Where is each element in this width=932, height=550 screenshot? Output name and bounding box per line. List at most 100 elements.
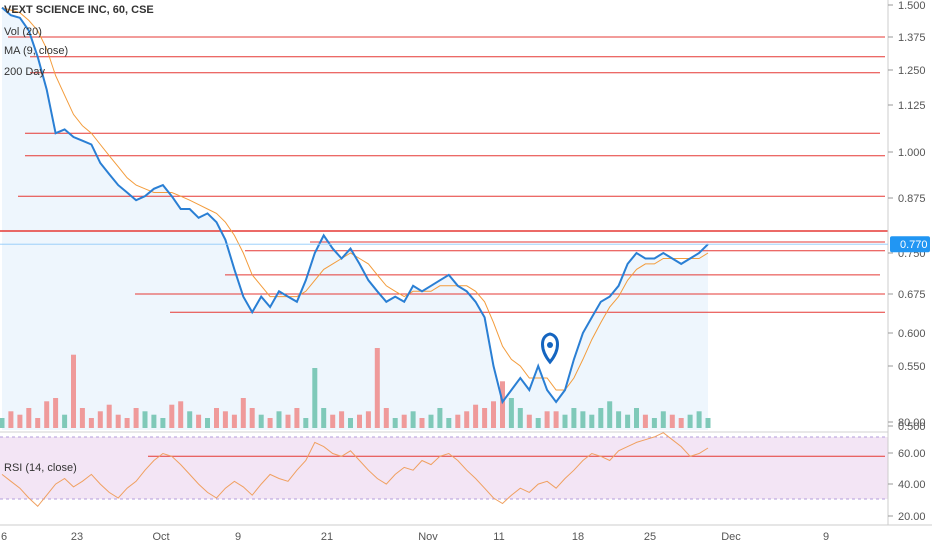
- volume-bar: [169, 404, 175, 428]
- volume-bar: [231, 414, 237, 428]
- volume-bar: [419, 418, 425, 428]
- time-tick-label: 11: [493, 531, 504, 543]
- volume-bars: [0, 348, 711, 428]
- volume-bar: [214, 408, 219, 428]
- volume-bar: [321, 408, 327, 428]
- legend-200day[interactable]: 200 Day: [4, 66, 45, 78]
- volume-bar: [124, 418, 130, 428]
- price-tag-label: 0.770: [900, 239, 928, 251]
- volume-bar: [392, 418, 398, 428]
- price-area-fill: [2, 7, 708, 430]
- volume-bar: [240, 398, 246, 428]
- volume-bar: [106, 404, 112, 428]
- price-area: [2, 7, 708, 430]
- volume-bar: [303, 418, 309, 428]
- volume-bar: [374, 348, 380, 428]
- legend-ma[interactable]: MA (9, close): [4, 45, 69, 57]
- volume-bar: [705, 418, 711, 428]
- volume-bar: [339, 411, 345, 428]
- volume-bar: [205, 418, 210, 428]
- price-tick-label: 1.125: [898, 100, 926, 112]
- volume-bar: [482, 408, 488, 428]
- volume-bar: [446, 418, 452, 428]
- price-tick-label: 0.500: [898, 421, 926, 433]
- volume-bar: [294, 408, 300, 428]
- volume-bar: [696, 411, 702, 428]
- volume-bar: [249, 408, 255, 428]
- volume-bar: [625, 414, 631, 428]
- volume-bar: [62, 414, 68, 428]
- price-tick-label: 0.600: [898, 328, 926, 340]
- rsi-band: [0, 437, 888, 499]
- volume-bar: [0, 418, 5, 428]
- volume-bar: [187, 411, 193, 428]
- price-tag-bg: [890, 236, 930, 253]
- time-tick-label: 21: [321, 531, 333, 543]
- volume-bar: [535, 418, 541, 428]
- price-tick-label: 1.000: [898, 147, 926, 159]
- volume-bar: [410, 411, 416, 428]
- volume-bar: [17, 414, 23, 428]
- legend-rsi[interactable]: RSI (14, close): [4, 462, 77, 474]
- volume-bar: [79, 408, 85, 428]
- volume-bar: [464, 411, 470, 428]
- volume-bar: [53, 398, 59, 428]
- volume-bar: [553, 411, 559, 428]
- price-axis[interactable]: 1.5001.3751.2501.1251.0000.8750.7500.675…: [888, 0, 926, 433]
- volume-bar: [8, 411, 14, 428]
- volume-bar: [285, 414, 291, 428]
- pin-marker-icon[interactable]: [541, 332, 559, 365]
- legend-vol[interactable]: Vol (20): [4, 26, 42, 38]
- price-tick-label: 1.250: [898, 65, 926, 77]
- volume-bar: [634, 408, 639, 428]
- volume-bar: [312, 368, 318, 428]
- time-tick-label: Dec: [721, 531, 741, 543]
- price-tick-label: 1.375: [898, 32, 926, 44]
- rsi-line: [1, 432, 709, 508]
- volume-bar: [196, 414, 202, 428]
- volume-bar: [142, 411, 148, 428]
- volume-bar: [526, 414, 532, 428]
- volume-bar: [616, 411, 622, 428]
- volume-bar: [365, 411, 371, 428]
- time-tick-label: 18: [572, 531, 584, 543]
- time-tick-label: Oct: [152, 531, 169, 543]
- volume-bar: [330, 414, 336, 428]
- time-tick-label: 23: [71, 531, 83, 543]
- volume-bar: [88, 418, 94, 428]
- volume-bar: [35, 418, 41, 428]
- price-tick-label: 1.500: [898, 0, 926, 12]
- volume-bar: [178, 401, 184, 428]
- volume-bar: [598, 408, 604, 428]
- volume-bar: [660, 411, 666, 428]
- price-tick-label: 0.875: [898, 193, 926, 205]
- volume-bar: [517, 408, 523, 428]
- volume-bar: [571, 408, 577, 428]
- volume-bar: [383, 408, 389, 428]
- support-resistance-lines: [0, 36, 888, 313]
- pin-shape: [541, 332, 559, 365]
- volume-bar: [276, 411, 282, 428]
- volume-bar: [71, 354, 76, 428]
- volume-bar: [669, 414, 675, 428]
- price-line: [1, 6, 709, 405]
- volume-bar: [544, 411, 550, 428]
- volume-bar: [642, 414, 648, 428]
- volume-bar: [455, 414, 461, 428]
- volume-bar: [508, 398, 514, 428]
- time-axis[interactable]: 6 23 Oct 9 21 Nov 11 18 25 Dec 9: [1, 531, 829, 543]
- price-tick-label: 0.550: [898, 361, 926, 373]
- volume-bar: [687, 414, 693, 428]
- time-tick-label: 25: [644, 531, 656, 543]
- rsi-tick-label: 20.00: [898, 511, 926, 523]
- volume-bar: [401, 414, 407, 428]
- chart-title: VEXT SCIENCE INC, 60, CSE: [4, 4, 154, 16]
- volume-bar: [44, 401, 50, 428]
- rsi-axis[interactable]: 80.00 60.00 40.00 20.00: [888, 417, 926, 523]
- volume-bar: [651, 418, 657, 428]
- rsi-tick-label: 40.00: [898, 479, 926, 491]
- time-tick-label: 9: [235, 531, 241, 543]
- pin-dot: [547, 342, 553, 348]
- volume-bar: [26, 408, 32, 428]
